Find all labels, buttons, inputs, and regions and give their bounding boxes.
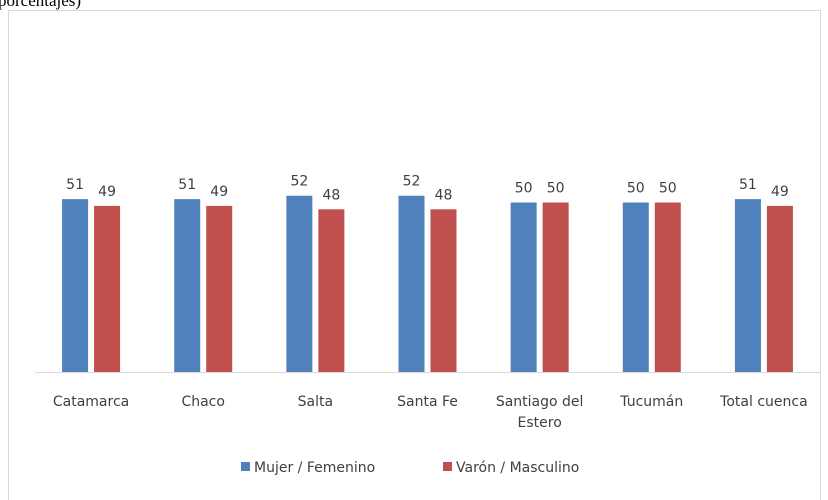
bar [174,199,201,372]
x-tick-label: Santiago del Estero [495,394,584,431]
data-label: 49 [98,184,116,200]
x-tick-label: Tucumán [620,394,684,410]
bar [286,195,313,372]
bar [94,205,121,372]
legend-label: Varón / Masculino [456,460,579,476]
x-tick-label: Total cuenca [720,394,808,410]
bar [510,202,537,372]
bar [766,205,793,372]
x-tick-label: Salta [297,394,334,410]
data-label: 50 [627,181,645,197]
bar [654,202,681,372]
bar [318,209,345,372]
bar [542,202,569,372]
data-label: 51 [178,177,196,193]
chart-title: porcentajes) [0,0,81,10]
data-label: 50 [659,181,677,197]
chart-border [8,10,821,500]
data-label: 51 [66,177,84,193]
x-tick-label: Chaco [181,394,225,410]
bar [734,199,761,372]
legend-swatch [241,462,250,471]
bar [206,205,233,372]
bar [62,199,89,372]
data-label: 51 [739,177,757,193]
data-label: 50 [547,181,565,197]
bar [430,209,457,372]
data-label: 52 [403,174,421,190]
legend-swatch [443,462,452,471]
data-label: 49 [210,184,228,200]
legend-label: Mujer / Femenino [254,460,375,476]
x-tick-label: Catamarca [52,394,130,410]
x-tick-label: Santa Fe [397,394,458,410]
data-label: 50 [515,181,533,197]
bar [622,202,649,372]
data-label: 52 [290,174,308,190]
data-label: 49 [771,184,789,200]
data-label: 48 [322,187,340,203]
data-label: 48 [435,187,453,203]
bar [398,195,425,372]
